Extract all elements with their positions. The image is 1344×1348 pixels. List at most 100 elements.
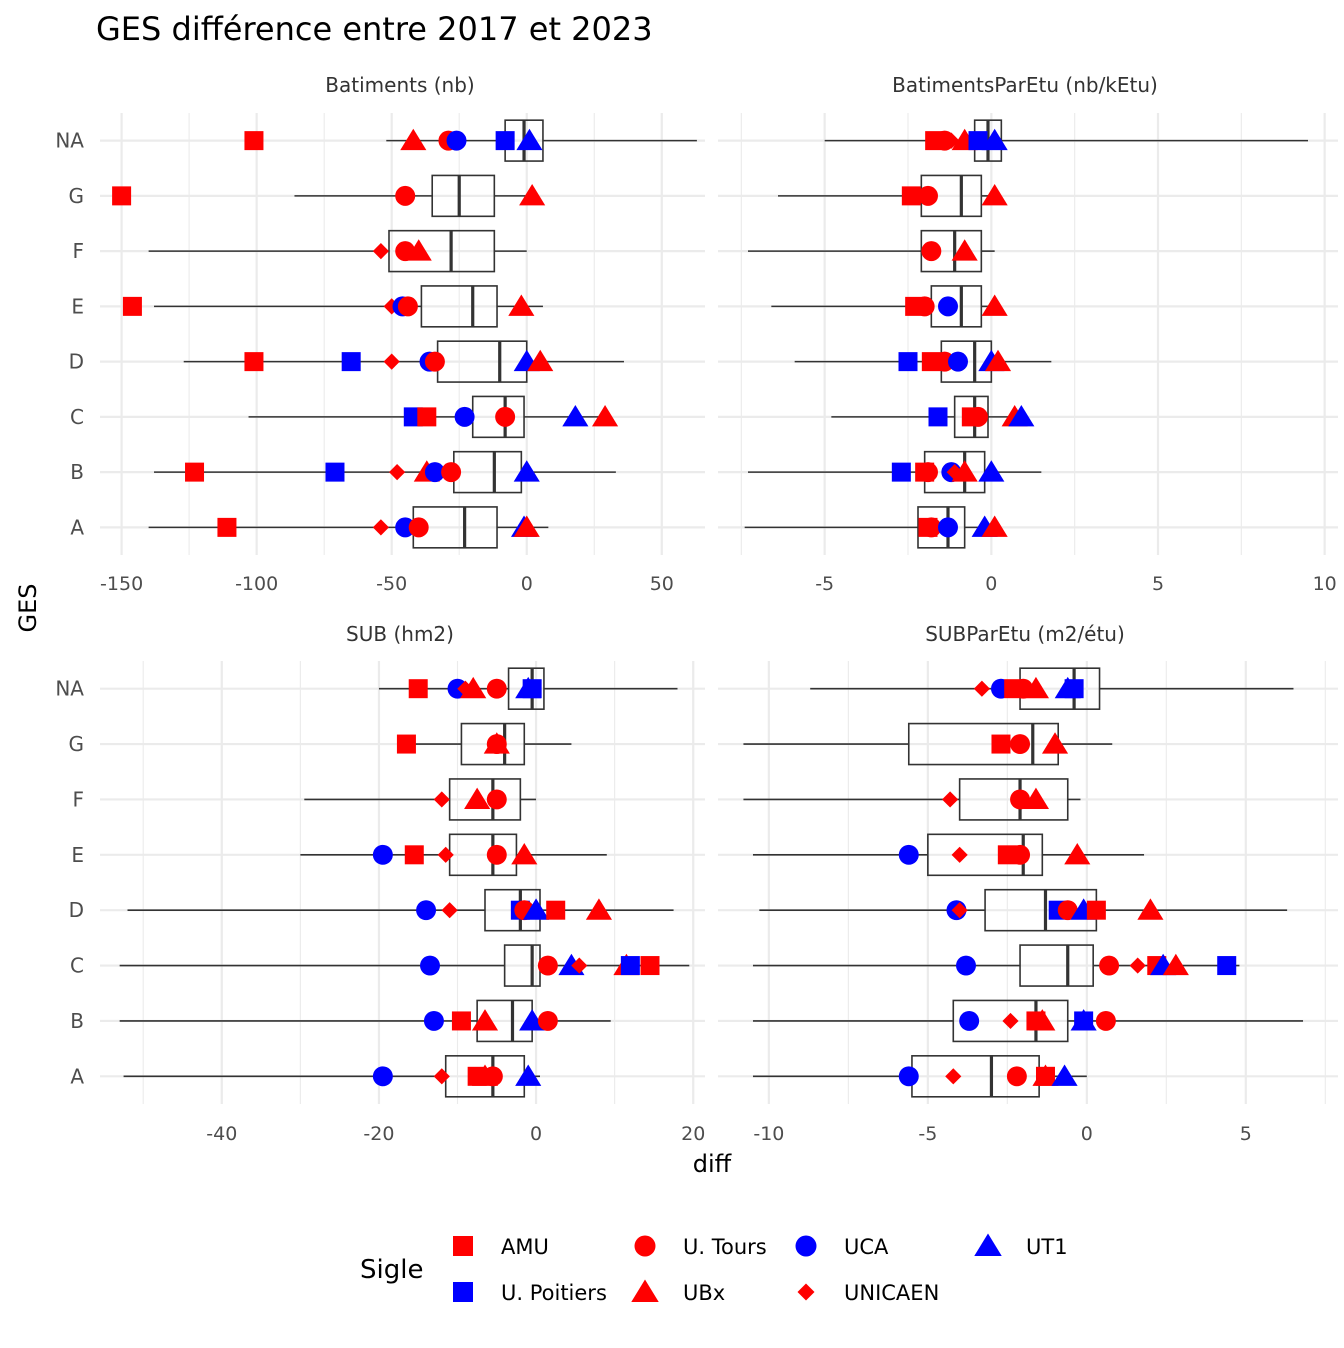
point-ut1-c — [562, 405, 589, 427]
point-amu-g — [112, 186, 132, 206]
point-u-tours-e — [914, 296, 935, 317]
point-unicaen-f — [942, 791, 959, 808]
point-ut1-c — [1008, 405, 1035, 427]
y-tick-label: F — [72, 787, 84, 811]
y-tick-label: B — [70, 460, 84, 484]
point-u-tours-b — [918, 462, 938, 483]
point-u-tours-f — [486, 789, 507, 810]
point-unicaen-b — [389, 464, 406, 481]
point-u-tours-c — [1099, 955, 1120, 976]
point-u-tours-e — [397, 296, 418, 317]
x-tick-label: 20 — [681, 1123, 705, 1145]
point-ubx-d — [527, 349, 554, 372]
point-unicaen-e — [951, 846, 968, 863]
point-u-tours-e — [1010, 844, 1031, 865]
point-uca-c — [956, 955, 976, 976]
y-tick-label: A — [70, 515, 84, 539]
x-tick-label: 5 — [1240, 1123, 1252, 1145]
legend: Sigle AMU U. Tours UCA UT1 U. Poitiers UBx UNI… — [360, 1233, 1068, 1305]
point-u-poitiers-na — [1064, 679, 1084, 699]
point-amu-c — [640, 956, 660, 976]
panel-grid — [718, 113, 1338, 555]
y-tick-label: B — [70, 1009, 84, 1033]
panel-title: Batiments (nb) — [325, 73, 474, 97]
legend-label: U. Poitiers — [501, 1281, 607, 1305]
point-unicaen-c — [571, 957, 588, 974]
panel-batimentsparetu-nb-ketu: BatimentsParEtu (nb/kEtu) -5 0 5 10 — [718, 73, 1338, 595]
point-amu-g — [991, 734, 1011, 754]
point-amu-d — [244, 352, 264, 372]
point-u-tours-f — [921, 241, 942, 262]
legend-key-triangle — [631, 1279, 659, 1302]
legend-key-diamond — [797, 1283, 815, 1301]
facet-panels: Batiments (nb)-150 -100 -50 0 50ABCDEFGNABat… — [55, 73, 1338, 1145]
x-tick-label: 0 — [530, 1123, 542, 1145]
panel-batiments-nb: Batiments (nb) -150 -100 -50 0 50 A B C D E F G NA — [55, 73, 705, 595]
point-amu-na — [408, 679, 428, 699]
x-tick-label: 0 — [985, 573, 997, 595]
y-tick-label: G — [69, 184, 85, 208]
point-amu-g — [396, 734, 416, 754]
panel-title: BatimentsParEtu (nb/kEtu) — [892, 73, 1158, 97]
box-iqr — [958, 778, 1069, 821]
box-iqr — [388, 229, 496, 273]
point-ubx-g — [981, 184, 1008, 206]
box-iqr — [917, 506, 966, 549]
point-u-tours-g — [1010, 734, 1031, 755]
legend-item-uca: UCA — [795, 1235, 889, 1259]
point-ubx-a — [513, 515, 540, 537]
y-tick-label: A — [70, 1064, 84, 1088]
point-ubx-f — [951, 239, 978, 261]
y-tick-label: D — [69, 898, 84, 922]
boxplot-na — [824, 119, 1308, 162]
legend-item-amu: AMU — [453, 1235, 549, 1259]
panel-grid — [100, 113, 705, 555]
point-unicaen-f — [433, 791, 450, 808]
point-ubx-e — [1064, 842, 1091, 865]
point-amu-c — [417, 407, 437, 427]
point-ubx-a — [981, 515, 1008, 537]
point-unicaen-a — [372, 519, 389, 536]
panel-grid — [100, 661, 705, 1104]
legend-title: Sigle — [360, 1255, 423, 1285]
point-u-tours-d — [1057, 900, 1078, 921]
point-ut1-a — [515, 1064, 542, 1086]
point-u-tours-a — [482, 1066, 503, 1087]
legend-item-u-tours: U. Tours — [634, 1235, 767, 1259]
boxplot-b — [119, 999, 611, 1043]
boxplot-f — [748, 229, 995, 273]
y-tick-label: NA — [55, 677, 84, 701]
x-tick-label: 0 — [1081, 1123, 1093, 1145]
box-iqr — [507, 667, 545, 710]
panel-title: SUB (hm2) — [346, 622, 454, 646]
point-u-tours-e — [486, 844, 507, 865]
point-u-tours-c — [537, 955, 558, 976]
legend-label: UNICAEN — [844, 1281, 939, 1305]
x-tick-label: -150 — [100, 573, 143, 595]
point-u-tours-a — [1006, 1066, 1027, 1087]
point-unicaen-a — [433, 1068, 450, 1085]
point-uca-c — [420, 955, 440, 976]
box-iqr — [920, 229, 983, 273]
point-ubx-na — [400, 128, 427, 151]
point-u-poitiers-na — [968, 131, 988, 151]
x-tick-label: 50 — [650, 573, 674, 595]
point-amu-e — [404, 845, 424, 865]
legend-key-square — [453, 1282, 473, 1302]
point-uca-d — [416, 900, 437, 921]
point-ubx-c — [592, 405, 619, 427]
point-ubx-d — [585, 898, 612, 920]
x-tick-label: -50 — [376, 573, 407, 595]
boxplot-e — [154, 285, 543, 328]
boxplot-d — [127, 888, 674, 932]
point-uca-b — [424, 462, 445, 483]
point-ut1-b — [978, 460, 1005, 482]
chart-title: GES différence entre 2017 et 2023 — [96, 10, 653, 48]
point-ubx-f — [464, 787, 491, 809]
boxplot-g — [778, 174, 995, 218]
y-tick-label: G — [69, 732, 85, 756]
legend-key-circle — [634, 1235, 656, 1257]
boxplot-a — [148, 506, 549, 549]
point-ubx-e — [508, 294, 535, 316]
